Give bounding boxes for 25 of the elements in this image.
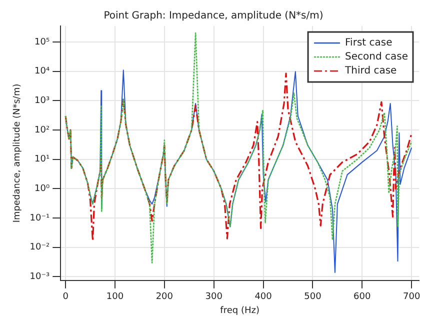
x-tick-label: 700 xyxy=(402,292,420,302)
x-tick-label: 200 xyxy=(156,292,174,302)
y-axis-title: Impedance, amplitude (N*s/m) xyxy=(12,84,23,223)
y-tick-label: 10² xyxy=(34,125,50,136)
x-tick-label: 0 xyxy=(62,292,69,302)
x-tick-label: 100 xyxy=(106,292,124,302)
y-tick-label: 10⁵ xyxy=(34,37,50,48)
y-tick-label: 10⁴ xyxy=(34,66,50,77)
chart-title: Point Graph: Impedance, amplitude (N*s/m) xyxy=(104,10,324,22)
legend-label: Second case xyxy=(345,52,408,63)
y-tick-label: 10⁻² xyxy=(30,242,50,253)
x-tick-label: 300 xyxy=(205,292,223,302)
x-tick-label: 500 xyxy=(304,292,322,302)
y-tick-label: 10⁰ xyxy=(34,184,50,194)
legend-label: First case xyxy=(345,38,392,49)
y-tick-label: 10¹ xyxy=(34,154,50,165)
x-tick-label: 600 xyxy=(354,292,372,302)
y-tick-label: 10⁻³ xyxy=(30,272,50,282)
line-series xyxy=(64,32,412,264)
legend-label: Third case xyxy=(344,66,397,77)
x-axis-title: freq (Hz) xyxy=(220,306,260,316)
y-tick-label: 10⁻¹ xyxy=(30,213,50,224)
line-series xyxy=(64,72,412,242)
x-tick-label: 400 xyxy=(254,292,272,302)
y-tick-label: 10³ xyxy=(34,96,50,106)
